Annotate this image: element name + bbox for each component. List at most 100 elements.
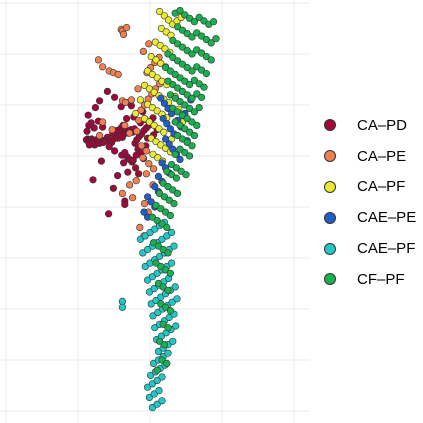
point-series-1-36 [150, 165, 158, 173]
point-series-5-69 [186, 128, 194, 136]
point-series-3-9 [165, 140, 173, 148]
legend: CA–PD CA–PE CA–PF CAE–PE CAE–PF CF–PF [318, 110, 422, 295]
point-series-5-39 [176, 74, 184, 82]
point-series-3-0 [157, 94, 165, 102]
legend-label-ca-pf: CA–PF [357, 178, 406, 196]
point-series-5-113 [157, 300, 165, 308]
point-series-2-0 [156, 7, 164, 16]
point-series-0-73 [129, 156, 137, 164]
point-series-2-38 [147, 134, 155, 142]
point-series-4-16 [156, 252, 164, 260]
point-series-1-13 [108, 126, 116, 134]
point-series-0-83 [124, 168, 132, 176]
point-series-5-21 [183, 46, 191, 55]
point-series-0-77 [110, 93, 119, 101]
point-series-2-49 [136, 96, 144, 104]
legend-label-cae-pf: CAE–PF [357, 240, 416, 258]
point-series-5-5 [195, 13, 203, 21]
point-series-5-81 [177, 167, 185, 175]
point-series-2-37 [160, 128, 168, 136]
point-series-3-13 [158, 159, 166, 167]
point-series-5-80 [172, 164, 180, 172]
point-series-4-55 [154, 347, 162, 356]
point-series-2-34 [145, 118, 153, 126]
point-series-1-35 [145, 160, 153, 168]
legend-swatch-cf-pf [324, 273, 336, 286]
point-series-0-82 [113, 172, 122, 180]
point-series-4-63 [147, 371, 155, 379]
point-series-0-47 [119, 159, 128, 167]
point-series-5-121 [163, 359, 171, 368]
point-series-5-90 [156, 189, 164, 197]
point-series-5-72 [178, 135, 186, 143]
point-series-2-17 [144, 67, 152, 75]
point-series-5-104 [159, 245, 167, 254]
point-series-4-11 [163, 232, 171, 240]
point-series-1-45 [136, 223, 144, 231]
legend-label-cae-pe: CAE–PE [357, 209, 417, 227]
point-series-5-38 [171, 70, 179, 78]
point-series-1-34 [139, 154, 147, 162]
point-series-5-82 [182, 171, 190, 179]
point-series-0-80 [91, 103, 99, 112]
point-series-5-44 [200, 83, 208, 91]
point-series-5-59 [195, 103, 203, 112]
point-series-5-65 [193, 121, 201, 129]
point-series-2-19 [153, 74, 161, 82]
point-series-5-42 [190, 76, 198, 84]
point-series-5-61 [174, 108, 182, 116]
point-series-2-28 [144, 100, 152, 108]
point-series-3-1 [160, 99, 168, 107]
point-series-5-10 [178, 26, 186, 34]
point-series-5-75 [176, 145, 184, 153]
point-series-5-120 [158, 356, 166, 364]
point-series-0-41 [110, 147, 119, 155]
point-series-4-10 [158, 235, 166, 243]
point-series-5-6 [200, 17, 208, 25]
point-series-5-50 [188, 94, 196, 102]
legend-item-cae-pe: CAE–PE [318, 202, 422, 233]
point-series-1-3 [122, 24, 131, 32]
point-series-4-67 [144, 383, 152, 391]
point-series-4-43 [168, 298, 176, 306]
point-series-5-114 [162, 303, 170, 311]
point-series-1-11 [98, 118, 107, 126]
point-series-5-70 [190, 132, 198, 140]
point-series-2-10 [156, 41, 164, 50]
point-series-5-57 [186, 104, 194, 112]
point-series-4-70 [158, 373, 166, 381]
legend-item-cf-pf: CF–PF [318, 264, 422, 295]
point-series-5-88 [169, 186, 177, 194]
point-series-2-44 [154, 154, 162, 162]
point-series-5-53 [166, 91, 174, 99]
point-series-5-40 [181, 77, 189, 85]
point-series-4-22 [153, 269, 161, 277]
point-series-5-73 [183, 138, 191, 146]
point-series-5-95 [157, 205, 165, 213]
point-series-5-66 [171, 118, 179, 126]
point-series-5-52 [198, 93, 206, 101]
point-series-5-99 [153, 217, 161, 225]
legend-swatch-ca-pe [324, 150, 336, 163]
point-series-3-5 [163, 120, 171, 128]
point-series-5-26 [207, 56, 215, 64]
point-series-5-100 [158, 220, 166, 228]
point-series-0-0 [83, 127, 91, 135]
point-series-5-46 [169, 80, 177, 89]
point-series-5-22 [188, 50, 196, 58]
point-series-5-93 [170, 200, 178, 208]
point-series-2-22 [141, 81, 149, 89]
point-series-1-16 [133, 127, 141, 135]
point-series-1-30 [134, 85, 142, 93]
point-series-5-3 [186, 14, 194, 22]
legend-swatch-ca-pd [324, 119, 336, 132]
point-series-0-75 [122, 114, 131, 123]
point-series-5-89 [174, 189, 182, 197]
point-series-4-2 [146, 228, 154, 237]
point-series-5-16 [207, 39, 215, 47]
legend-swatch-cae-pf [324, 242, 336, 255]
legend-swatch-ca-pf [324, 180, 336, 193]
point-series-4-69 [153, 376, 161, 385]
point-series-5-79 [168, 160, 176, 169]
